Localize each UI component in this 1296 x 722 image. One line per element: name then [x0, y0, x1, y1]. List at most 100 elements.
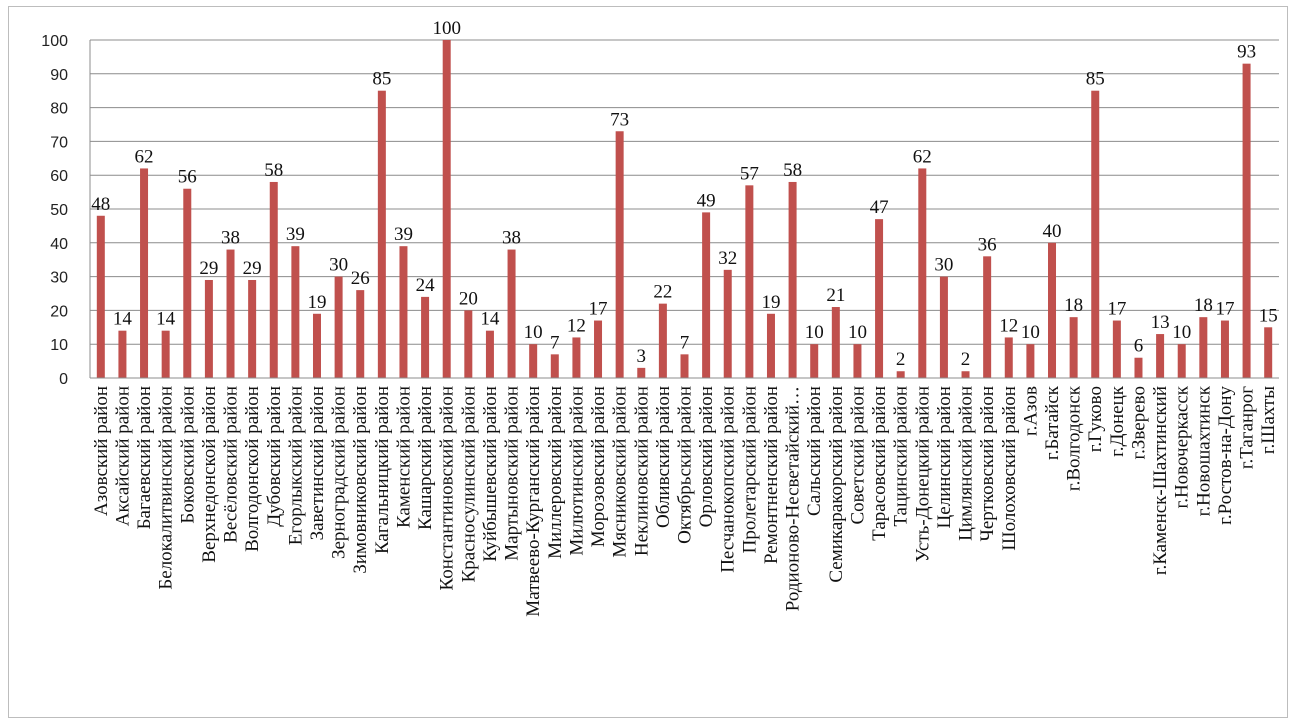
category-label: Багаевский район [134, 386, 155, 529]
data-label: 38 [221, 228, 240, 249]
bar [1242, 63, 1251, 378]
data-label: 56 [178, 167, 197, 188]
bar [637, 367, 646, 378]
category-label: г.Азов [1020, 386, 1041, 436]
data-label: 58 [264, 160, 283, 181]
category-label: Матвеево-Курганский район [523, 386, 544, 617]
bar [399, 246, 408, 378]
data-label: 58 [783, 160, 802, 181]
bar [983, 256, 992, 378]
bar [550, 354, 559, 378]
y-axis: 0 10 20 30 40 50 60 70 80 90 100 [41, 33, 91, 388]
bar [183, 188, 192, 378]
data-label: 17 [589, 299, 608, 320]
category-label: Егорлыкский район [285, 386, 306, 545]
data-label: 39 [394, 224, 413, 245]
data-label: 29 [243, 258, 262, 279]
bar [161, 330, 170, 378]
y-tick-label: 90 [50, 67, 68, 84]
bar [853, 344, 862, 378]
bar [1112, 320, 1121, 378]
bar [594, 320, 603, 378]
data-label: 93 [1237, 42, 1256, 63]
bar [442, 40, 451, 378]
category-label: Чертковский район [977, 386, 998, 541]
bar [377, 90, 386, 378]
bar [961, 371, 970, 378]
category-label: Песчанокопский район [718, 386, 739, 573]
bar [1220, 320, 1229, 378]
bar [529, 344, 538, 378]
bar [1134, 357, 1143, 378]
data-label: 17 [1215, 299, 1234, 320]
bar [226, 249, 235, 378]
bar [1156, 334, 1165, 378]
bar [248, 279, 257, 378]
y-tick-label: 50 [50, 202, 68, 219]
data-label: 10 [1172, 322, 1191, 343]
category-label: Орловский район [696, 386, 717, 527]
data-label: 13 [1151, 312, 1170, 333]
data-label: 3 [637, 346, 647, 367]
category-label: Миллеровский район [545, 386, 566, 559]
category-label: г.Зверево [1128, 386, 1149, 460]
category-label: Целинский район [934, 386, 955, 529]
y-tick-label: 40 [50, 236, 68, 253]
bar [875, 219, 884, 378]
bar [702, 212, 711, 378]
bar [464, 310, 473, 378]
category-label: Аксайский район [112, 386, 133, 526]
data-label: 14 [156, 309, 176, 330]
y-tick-label: 30 [50, 270, 68, 287]
bar [1004, 337, 1013, 378]
bars [96, 40, 1273, 378]
data-label: 2 [961, 349, 971, 370]
bar [723, 269, 732, 378]
bar [1177, 344, 1186, 378]
bar [507, 249, 516, 378]
category-label: Тацинский район [891, 386, 912, 527]
category-label: Родионово-Несветайский… [783, 386, 804, 611]
data-label: 7 [680, 332, 690, 353]
bar [269, 181, 278, 378]
data-label: 29 [199, 258, 218, 279]
category-label: Куйбышевский район [480, 386, 501, 562]
category-label: Пролетарский район [739, 386, 760, 553]
data-label: 49 [697, 190, 716, 211]
data-label: 10 [848, 322, 867, 343]
chart-frame: 0 10 20 30 40 50 60 70 80 90 100 48 14 62 14 56 29 38 29 5… [8, 6, 1288, 718]
data-label: 24 [416, 275, 436, 296]
bar [810, 344, 819, 378]
category-label: Милютинский район [566, 386, 587, 556]
category-label: Мартыновский район [502, 386, 523, 561]
data-label: 10 [524, 322, 543, 343]
bar [658, 303, 667, 378]
category-labels: Азовский район Аксайский район Багаевский … [91, 385, 1279, 616]
gridlines [90, 39, 1279, 345]
category-label: г.Ростов-на-Дону [1215, 386, 1236, 525]
bar [356, 290, 365, 378]
data-label: 30 [329, 255, 348, 276]
category-label: Заветинский район [307, 386, 328, 540]
category-label: г.Батайск [1042, 385, 1063, 460]
data-label: 12 [999, 315, 1018, 336]
data-label: 85 [372, 69, 391, 90]
bar [485, 330, 494, 378]
bar [334, 276, 343, 378]
data-label: 10 [1021, 322, 1040, 343]
data-label: 57 [740, 163, 759, 184]
data-labels: 4814621456293829583919302685392410020143… [91, 18, 1277, 370]
category-label: Весёловский район [221, 386, 242, 543]
data-label: 40 [1043, 221, 1062, 242]
bar [1091, 90, 1100, 378]
category-label: г.Донецк [1107, 385, 1128, 457]
y-tick-label: 70 [50, 134, 68, 151]
category-label: Азовский район [91, 386, 112, 516]
data-label: 85 [1086, 69, 1105, 90]
category-label: Советский район [847, 386, 868, 525]
category-label: Ремонтненский район [761, 386, 782, 564]
data-label: 10 [805, 322, 824, 343]
category-label: г.Новочеркасск [1172, 385, 1193, 508]
bar [788, 181, 797, 378]
